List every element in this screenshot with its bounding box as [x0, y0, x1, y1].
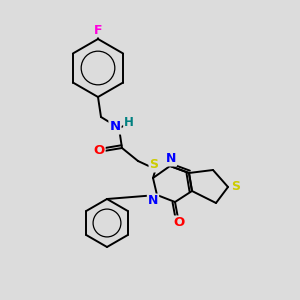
Text: N: N [110, 121, 121, 134]
Text: H: H [124, 116, 134, 130]
Text: N: N [148, 194, 158, 208]
Text: N: N [166, 152, 176, 166]
Text: O: O [93, 143, 105, 157]
Text: S: S [232, 179, 241, 193]
Text: F: F [94, 23, 102, 37]
Text: O: O [173, 217, 184, 230]
Text: S: S [149, 158, 158, 172]
